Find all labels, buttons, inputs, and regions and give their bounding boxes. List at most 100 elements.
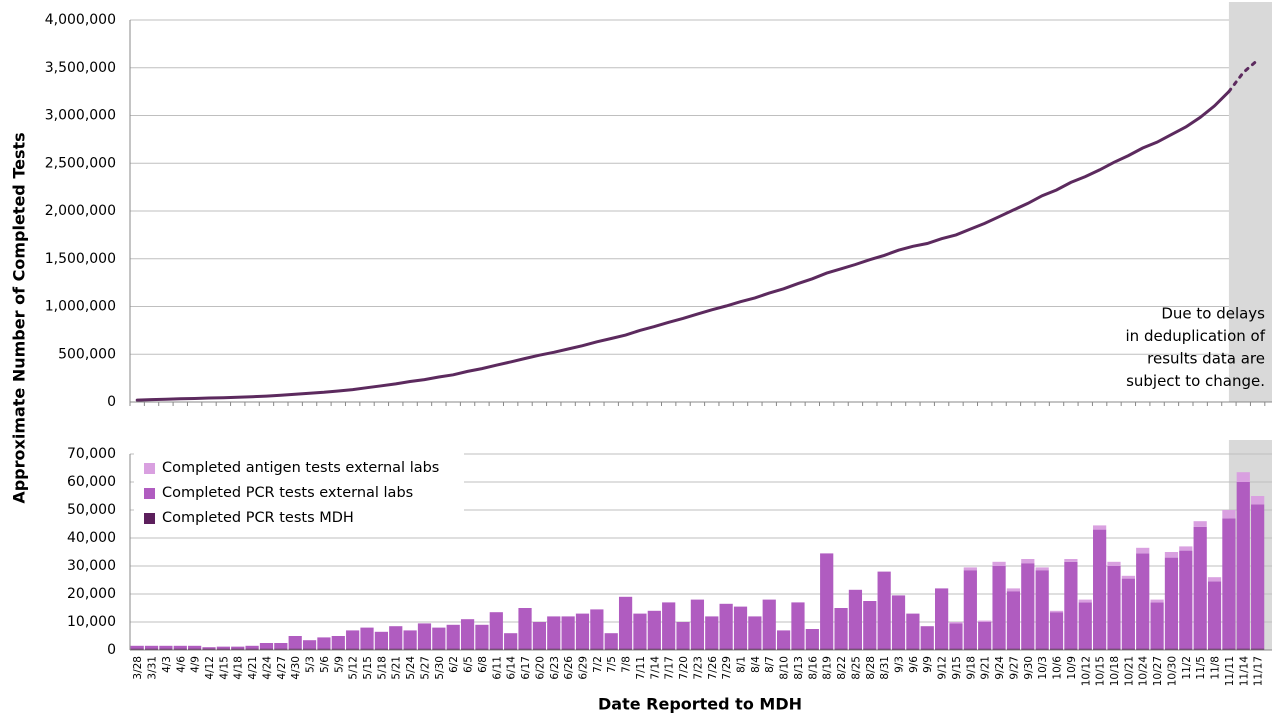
bar-segment xyxy=(202,648,216,650)
bar-segment xyxy=(302,648,317,650)
x-tick-label: 7/23 xyxy=(692,656,704,680)
x-tick-label: 7/5 xyxy=(606,656,618,673)
bar-segment xyxy=(1193,526,1207,649)
x-tick-label: 7/17 xyxy=(664,656,676,680)
x-tick-label: 11/2 xyxy=(1181,656,1193,680)
bar-segment xyxy=(460,648,475,650)
x-tick-label: 10/27 xyxy=(1152,656,1164,686)
x-tick-label: 8/25 xyxy=(850,656,862,680)
x-tick-label: 6/29 xyxy=(578,656,590,680)
bar-segment xyxy=(460,619,475,649)
x-tick-label: 10/24 xyxy=(1138,656,1150,687)
bar-segment xyxy=(906,648,920,650)
x-tick-label: 8/4 xyxy=(750,656,762,673)
legend-swatch xyxy=(144,463,155,474)
bar-segment xyxy=(1207,577,1222,582)
x-tick-label: 9/6 xyxy=(908,656,920,673)
x-tick-label: 9/18 xyxy=(965,656,977,680)
x-tick-label: 11/14 xyxy=(1238,656,1250,687)
bar-segment xyxy=(633,648,647,650)
bar-segment xyxy=(1049,610,1064,613)
x-tick-label: 8/16 xyxy=(807,656,819,680)
x-tick-label: 11/8 xyxy=(1210,656,1222,680)
bar-segment xyxy=(1078,602,1092,649)
x-tick-label: 4/3 xyxy=(161,656,173,673)
bar-segment xyxy=(518,648,532,650)
bar-segment xyxy=(1107,648,1121,650)
x-tick-label: 3/31 xyxy=(147,656,159,680)
y-axis-title: Approximate Number of Completed Tests xyxy=(10,132,29,503)
y-tick-label: 0 xyxy=(107,642,116,658)
bar-segment xyxy=(159,648,173,650)
y-tick-label: 3,500,000 xyxy=(45,60,116,76)
bar-segment xyxy=(389,626,403,649)
bar-segment xyxy=(1006,588,1021,592)
bar-segment xyxy=(978,622,992,649)
x-tick-label: 10/30 xyxy=(1166,656,1178,686)
bar-segment xyxy=(906,613,920,649)
bar-segment xyxy=(604,633,618,649)
x-tick-label: 5/21 xyxy=(391,656,403,680)
bar-segment xyxy=(188,645,202,649)
x-tick-label: 8/28 xyxy=(865,656,877,680)
y-tick-label: 1,000,000 xyxy=(45,299,116,315)
x-tick-label: 9/27 xyxy=(1008,656,1020,680)
x-tick-label: 9/12 xyxy=(937,656,949,680)
bar-segment xyxy=(1150,599,1164,603)
bar-segment xyxy=(992,648,1006,650)
bar-segment xyxy=(877,648,891,650)
bar-segment xyxy=(963,648,977,650)
x-tick-label: 9/24 xyxy=(994,656,1006,680)
bar-segment xyxy=(1251,648,1265,650)
bar-segment xyxy=(1251,504,1265,649)
provisional-shade xyxy=(1228,2,1272,402)
bar-segment xyxy=(374,631,388,649)
bar-segment xyxy=(1236,472,1250,482)
x-tick-label: 6/14 xyxy=(506,656,518,680)
y-tick-label: 500,000 xyxy=(58,346,116,362)
bar-segment xyxy=(360,627,374,649)
bar-segment xyxy=(590,648,604,650)
bar-segment xyxy=(848,648,863,650)
x-tick-label: 5/24 xyxy=(405,656,417,680)
annotation: in deduplication of xyxy=(1126,327,1266,345)
cumulative-line xyxy=(1227,58,1260,94)
bar-segment xyxy=(1035,648,1049,650)
x-tick-label: 6/5 xyxy=(463,656,475,673)
provisional-shade xyxy=(1228,440,1272,650)
x-tick-label: 8/13 xyxy=(793,656,805,680)
bar-segment xyxy=(1222,518,1236,649)
bar-segment xyxy=(1150,648,1164,650)
x-axis-title: Date Reported to MDH xyxy=(598,695,802,714)
x-tick-label: 10/21 xyxy=(1123,656,1135,686)
x-tick-label: 7/11 xyxy=(635,656,647,680)
y-tick-label: 50,000 xyxy=(67,502,116,518)
y-tick-label: 2,500,000 xyxy=(45,155,116,171)
legend-label: Completed PCR tests MDH xyxy=(162,510,354,526)
x-tick-label: 7/20 xyxy=(678,656,690,680)
bar-segment xyxy=(403,648,417,650)
bar-segment xyxy=(949,648,963,650)
bar-segment xyxy=(1222,510,1236,519)
bar-segment xyxy=(776,648,791,650)
y-tick-label: 4,000,000 xyxy=(45,12,116,28)
annotation: subject to change. xyxy=(1126,372,1265,390)
x-tick-label: 11/17 xyxy=(1253,656,1265,686)
bar-segment xyxy=(949,623,963,649)
bar-segment xyxy=(1021,563,1035,649)
bar-segment xyxy=(647,648,661,650)
bar-segment xyxy=(1006,591,1021,649)
bar-segment xyxy=(389,648,403,650)
x-tick-label: 4/27 xyxy=(276,656,288,680)
bar-segment xyxy=(1049,648,1064,650)
bar-segment xyxy=(1021,559,1035,564)
bar-segment xyxy=(891,648,906,650)
bar-segment xyxy=(417,623,432,649)
x-tick-label: 7/8 xyxy=(621,656,633,673)
bar-segment xyxy=(1193,521,1207,527)
bar-segment xyxy=(1078,599,1092,603)
bar-segment xyxy=(891,595,906,649)
y-tick-label: 1,500,000 xyxy=(45,251,116,267)
bar-segment xyxy=(834,648,848,650)
bar-segment xyxy=(317,648,331,650)
